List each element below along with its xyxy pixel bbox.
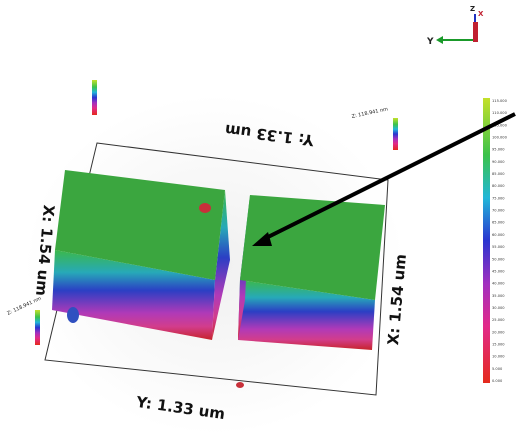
particle [236, 382, 244, 388]
color-bar-label: 95.000 [492, 148, 505, 152]
color-bar-label: 45.000 [492, 269, 505, 273]
z-strip [92, 80, 97, 115]
color-bar-label: 110.000 [492, 111, 508, 115]
triad-x-label: X [478, 10, 484, 18]
z-strip [393, 118, 398, 150]
particle [199, 203, 211, 213]
color-bar-label: 60.000 [492, 233, 505, 237]
color-bar-label: 100.000 [492, 136, 508, 140]
color-bar-label: 5.000 [492, 367, 503, 371]
color-bar-labels: 115.000110.000105.000100.00095.00090.000… [492, 99, 508, 383]
color-bar-label: 115.000 [492, 99, 508, 103]
color-bar-label: 55.000 [492, 245, 505, 249]
color-bar-label: 70.000 [492, 209, 505, 213]
particle [67, 307, 79, 323]
triad-z-label: Z [470, 5, 475, 13]
z-label-top: Z: 118.941 nm [351, 106, 389, 120]
color-bar [483, 98, 490, 383]
color-bar-label: 30.000 [492, 306, 505, 310]
figure: 115.000110.000105.000100.00095.00090.000… [0, 0, 518, 434]
color-bar-label: 90.000 [492, 160, 505, 164]
color-bar-label: 25.000 [492, 318, 505, 322]
color-bar-label: 15.000 [492, 342, 505, 346]
color-bar-label: 20.000 [492, 330, 505, 334]
triad-x [473, 22, 478, 42]
color-bar-label: 0.000 [492, 379, 503, 383]
color-bar-label: 35.000 [492, 294, 505, 298]
color-bar-label: 10.000 [492, 355, 505, 359]
color-bar-label: 40.000 [492, 282, 505, 286]
color-bar-label: 75.000 [492, 196, 505, 200]
color-bar-label: 50.000 [492, 257, 505, 261]
z-strip [35, 310, 40, 345]
color-bar-label: 85.000 [492, 172, 505, 176]
color-bar-label: 65.000 [492, 221, 505, 225]
color-bar-label: 80.000 [492, 184, 505, 188]
triad-y-head [436, 36, 443, 44]
triad-y-label: Y [426, 37, 434, 47]
